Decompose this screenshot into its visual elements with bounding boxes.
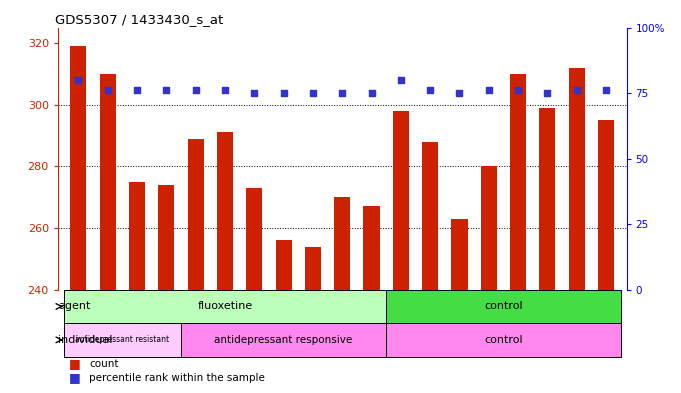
Point <box>366 90 377 96</box>
Bar <box>386 323 620 356</box>
Bar <box>598 120 614 290</box>
Text: GDS5307 / 1433430_s_at: GDS5307 / 1433430_s_at <box>55 13 223 26</box>
Text: antidepressant resistant: antidepressant resistant <box>76 335 170 344</box>
Bar <box>364 206 379 290</box>
Bar <box>539 108 556 290</box>
Text: agent: agent <box>59 301 91 312</box>
Bar <box>393 111 409 290</box>
Bar <box>276 241 291 290</box>
Text: fluoxetine: fluoxetine <box>197 301 253 312</box>
Point <box>484 87 494 94</box>
Bar <box>187 139 204 290</box>
Point <box>73 77 84 83</box>
Bar <box>452 219 468 290</box>
Bar <box>422 141 438 290</box>
Bar <box>510 74 526 290</box>
Point <box>102 87 113 94</box>
Point <box>249 90 259 96</box>
Point <box>542 90 553 96</box>
Text: percentile rank within the sample: percentile rank within the sample <box>89 373 265 383</box>
Bar <box>481 166 497 290</box>
Point <box>513 87 524 94</box>
Bar <box>386 290 620 323</box>
Point <box>425 87 436 94</box>
Point <box>190 87 201 94</box>
Bar <box>64 323 181 356</box>
Point <box>161 87 172 94</box>
Point <box>396 77 407 83</box>
Point <box>278 90 289 96</box>
Text: ■: ■ <box>69 357 81 370</box>
Text: ■: ■ <box>69 371 81 384</box>
Text: individual: individual <box>59 335 113 345</box>
Bar <box>181 323 386 356</box>
Point <box>571 87 582 94</box>
Bar <box>158 185 174 290</box>
Text: control: control <box>484 335 523 345</box>
Point <box>131 87 142 94</box>
Bar <box>70 46 86 290</box>
Point <box>601 87 612 94</box>
Bar <box>99 74 116 290</box>
Text: antidepressant responsive: antidepressant responsive <box>215 335 353 345</box>
Bar <box>217 132 233 290</box>
Point <box>454 90 465 96</box>
Point <box>307 90 318 96</box>
Bar <box>334 197 350 290</box>
Bar <box>305 246 321 290</box>
Text: count: count <box>89 359 118 369</box>
Point <box>219 87 230 94</box>
Bar <box>569 68 585 290</box>
Bar <box>247 188 262 290</box>
Point <box>337 90 348 96</box>
Text: control: control <box>484 301 523 312</box>
Bar <box>64 290 386 323</box>
Bar <box>129 182 145 290</box>
